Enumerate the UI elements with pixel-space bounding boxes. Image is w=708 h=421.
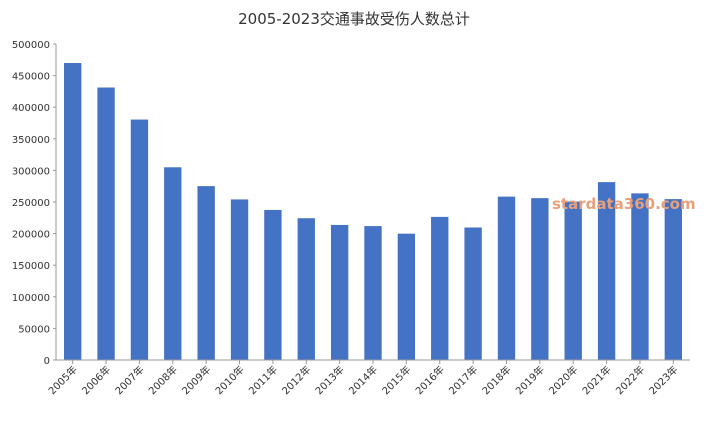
- y-tick-label: 300000: [12, 166, 50, 177]
- bar: [164, 167, 182, 360]
- y-tick-label: 250000: [12, 198, 50, 209]
- y-tick-label: 200000: [12, 230, 50, 241]
- x-tick-label: 2006年: [79, 363, 113, 397]
- x-tick-label: 2018年: [479, 363, 513, 397]
- x-tick-label: 2021年: [579, 363, 613, 397]
- bar: [130, 119, 149, 360]
- x-tick-label: 2014年: [346, 363, 380, 397]
- y-tick-label: 100000: [12, 293, 50, 304]
- x-tick-label: 2011年: [246, 363, 280, 397]
- bar: [364, 226, 382, 360]
- bar: [664, 199, 682, 360]
- watermark: stardata360.com: [552, 195, 696, 213]
- x-tick-label: 2015年: [379, 363, 413, 397]
- x-tick-label: 2022年: [613, 363, 647, 397]
- bar: [431, 216, 449, 360]
- bar: [597, 182, 616, 360]
- y-axis-ticks: 0 50000 100000 150000 200000 250000 300000 3500…: [12, 40, 56, 367]
- x-tick-label: 2008年: [146, 363, 180, 397]
- bars: [64, 63, 682, 361]
- y-tick-label: 0: [44, 356, 50, 367]
- x-tick-label: 2017年: [446, 363, 480, 397]
- x-tick-label: 2019年: [513, 363, 547, 397]
- x-tick-label: 2007年: [112, 363, 146, 397]
- bar: [297, 218, 315, 360]
- bar: [264, 209, 282, 360]
- x-tick-label: 2012年: [279, 363, 313, 397]
- bar: [531, 198, 549, 360]
- bar: [230, 199, 249, 360]
- bar: [330, 224, 349, 360]
- x-tick-label: 2013年: [312, 363, 346, 397]
- y-tick-label: 150000: [12, 261, 50, 272]
- bar: [631, 193, 649, 360]
- bar: [197, 186, 215, 360]
- bar: [97, 87, 115, 361]
- x-tick-label: 2020年: [546, 363, 580, 397]
- bar: [397, 233, 416, 360]
- chart-title: 2005-2023交通事故受伤人数总计: [238, 10, 470, 28]
- x-tick-label: 2009年: [179, 363, 213, 397]
- x-axis-ticks: 2005年 2006年 2007年 2008年 2009年 2010年 2011年 2012年…: [46, 360, 680, 397]
- x-tick-label: 2010年: [212, 363, 246, 397]
- y-tick-label: 500000: [12, 40, 50, 51]
- y-tick-label: 400000: [12, 103, 50, 114]
- bar: [464, 227, 482, 360]
- y-tick-label: 350000: [12, 135, 50, 146]
- x-tick-label: 2016年: [413, 363, 447, 397]
- x-tick-label: 2005年: [46, 363, 80, 397]
- y-tick-label: 450000: [12, 72, 50, 83]
- x-tick-label: 2023年: [646, 363, 680, 397]
- bar: [564, 201, 582, 360]
- bar: [497, 196, 516, 360]
- y-tick-label: 50000: [18, 324, 50, 335]
- bar: [64, 63, 82, 361]
